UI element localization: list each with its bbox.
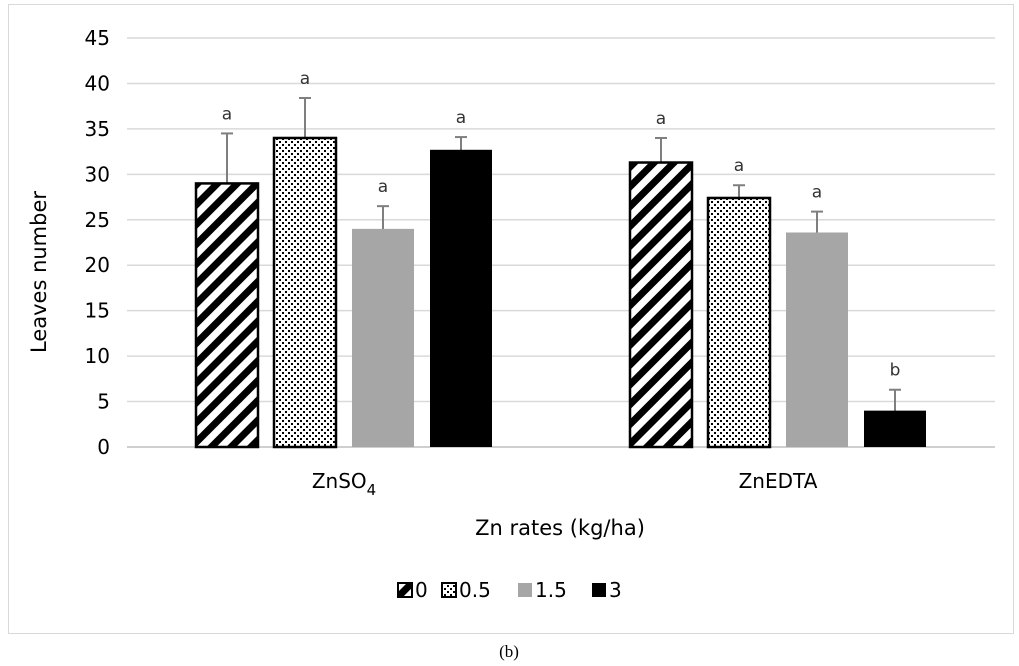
bar-znso4-rate-1_5: [352, 228, 414, 447]
legend-swatch: [592, 583, 606, 597]
significance-letter: a: [812, 183, 822, 203]
bar-znso4-rate-0_5: [272, 136, 338, 449]
legend-swatch: [518, 583, 532, 597]
y-tick-label: 25: [85, 208, 110, 232]
significance-letter: a: [378, 177, 388, 197]
legend: 0 0.5 1.5 3: [397, 578, 622, 602]
y-axis-title: Leaves number: [27, 191, 51, 353]
bars: a a a a a a a b: [194, 69, 926, 449]
legend-label: 0: [415, 578, 428, 602]
significance-letter: b: [890, 361, 901, 381]
x-axis-title: Zn rates (kg/ha): [475, 516, 645, 540]
legend-label: 3: [609, 578, 622, 602]
y-axis-ticks: 0 5 10 15 20 25 30 35 40 45: [85, 26, 110, 459]
significance-letter: a: [456, 108, 466, 128]
y-tick-label: 30: [85, 162, 110, 186]
bar-znedta-rate-3: [864, 410, 926, 447]
y-tick-label: 35: [85, 117, 110, 141]
bar-znedta-rate-0_5: [706, 196, 772, 449]
legend-label: 0.5: [459, 578, 491, 602]
y-tick-label: 45: [85, 26, 110, 50]
bar-znso4-rate-0: [194, 182, 260, 449]
y-tick-label: 10: [85, 344, 110, 368]
y-tick-label: 0: [97, 435, 110, 459]
significance-letter: a: [222, 104, 232, 124]
x-category-label: ZnEDTA: [739, 469, 818, 493]
significance-letter: a: [300, 69, 310, 89]
legend-label: 1.5: [535, 578, 567, 602]
gridlines: [127, 37, 995, 448]
legend-swatch: [397, 582, 413, 598]
bar-znedta-rate-1_5: [786, 232, 848, 447]
significance-letter: a: [656, 109, 666, 129]
y-tick-label: 40: [85, 71, 110, 95]
y-tick-label: 5: [97, 390, 110, 414]
bar-znedta-rate-0: [628, 161, 694, 449]
legend-swatch: [441, 582, 457, 598]
x-axis-categories: ZnSO4 ZnEDTA: [312, 469, 818, 499]
significance-letter: a: [734, 156, 744, 176]
figure-caption: (b): [499, 642, 519, 661]
bar-znso4-rate-3: [430, 149, 492, 447]
x-category-label: ZnSO4: [312, 469, 376, 499]
y-tick-label: 15: [85, 299, 110, 323]
y-tick-label: 20: [85, 253, 110, 277]
